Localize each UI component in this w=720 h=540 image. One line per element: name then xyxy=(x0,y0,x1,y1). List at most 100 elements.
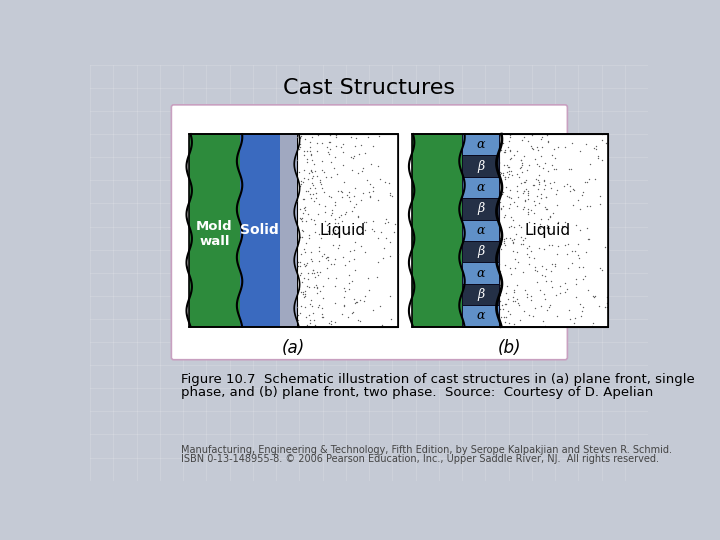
Point xyxy=(356,225,367,233)
Point xyxy=(305,166,317,174)
Point xyxy=(507,238,518,246)
Point xyxy=(522,136,534,145)
Point xyxy=(292,258,304,266)
Point xyxy=(317,313,328,321)
Point xyxy=(337,253,348,261)
Point xyxy=(335,143,346,151)
Point xyxy=(574,300,585,308)
Point xyxy=(336,310,348,319)
Point xyxy=(530,175,541,184)
Point xyxy=(557,221,568,230)
Point xyxy=(517,235,528,244)
Point xyxy=(364,192,376,200)
Point xyxy=(379,177,390,186)
Point xyxy=(302,146,313,155)
Point xyxy=(294,215,306,224)
Point xyxy=(301,154,312,163)
Point xyxy=(531,143,543,151)
Point xyxy=(533,176,544,185)
Point xyxy=(320,208,331,217)
Point xyxy=(312,303,323,312)
Point xyxy=(541,265,552,273)
Point xyxy=(503,163,514,171)
Point xyxy=(528,312,539,320)
Point xyxy=(537,164,549,172)
Point xyxy=(345,133,356,141)
Text: Manufacturing, Engineering & Technology, Fifth Edition, by Serope Kalpakjian and: Manufacturing, Engineering & Technology,… xyxy=(181,445,672,455)
Point xyxy=(311,268,323,277)
Point xyxy=(305,184,316,193)
Point xyxy=(330,219,341,227)
Point xyxy=(294,262,306,271)
Point xyxy=(516,239,527,248)
Point xyxy=(299,292,310,300)
Point xyxy=(343,188,355,197)
Point xyxy=(504,186,516,194)
Point xyxy=(504,131,516,140)
Point xyxy=(559,143,571,152)
Point xyxy=(500,146,511,154)
Point xyxy=(541,204,553,213)
Point xyxy=(505,193,517,202)
Point xyxy=(515,232,526,241)
Point xyxy=(546,160,557,169)
Point xyxy=(588,319,599,327)
Point xyxy=(549,261,560,270)
Point xyxy=(502,167,513,176)
Point xyxy=(523,161,535,170)
Point xyxy=(494,280,505,289)
Point xyxy=(350,134,361,143)
Point xyxy=(338,160,349,169)
Point xyxy=(332,219,343,227)
Point xyxy=(496,190,508,198)
Point xyxy=(529,265,541,274)
Point xyxy=(538,245,549,254)
Point xyxy=(506,171,518,179)
Point xyxy=(379,218,391,227)
Point xyxy=(343,192,355,201)
Point xyxy=(559,288,570,296)
Point xyxy=(572,250,584,259)
Point xyxy=(518,152,530,161)
Point xyxy=(523,187,534,195)
Point xyxy=(300,289,311,298)
Point xyxy=(547,209,559,218)
Point xyxy=(325,259,337,268)
Point xyxy=(539,203,551,212)
Point xyxy=(310,281,322,290)
Point xyxy=(500,261,511,270)
Point xyxy=(575,226,586,235)
Point xyxy=(300,261,312,269)
Point xyxy=(495,187,507,196)
Point xyxy=(554,289,565,298)
Point xyxy=(354,150,365,158)
Point xyxy=(364,192,375,201)
Point xyxy=(307,301,318,310)
Point xyxy=(306,156,318,165)
Point xyxy=(529,155,541,164)
Point xyxy=(329,197,341,206)
Point xyxy=(302,175,314,184)
Point xyxy=(500,300,512,309)
Point xyxy=(296,179,307,188)
Point xyxy=(298,173,310,182)
Point xyxy=(323,147,334,156)
Point xyxy=(349,238,361,246)
Point xyxy=(512,170,523,178)
Point xyxy=(494,158,505,167)
Point xyxy=(494,287,505,295)
Point xyxy=(355,141,366,150)
Point xyxy=(312,283,323,292)
Bar xyxy=(462,156,499,177)
Point xyxy=(546,241,558,249)
Point xyxy=(535,302,546,310)
Point xyxy=(312,288,323,297)
Point xyxy=(307,268,319,277)
Point xyxy=(550,291,562,299)
Point xyxy=(533,222,544,231)
Point xyxy=(300,312,312,321)
Point xyxy=(379,244,390,252)
Point xyxy=(584,201,595,210)
Point xyxy=(336,188,348,197)
Point xyxy=(595,192,606,201)
